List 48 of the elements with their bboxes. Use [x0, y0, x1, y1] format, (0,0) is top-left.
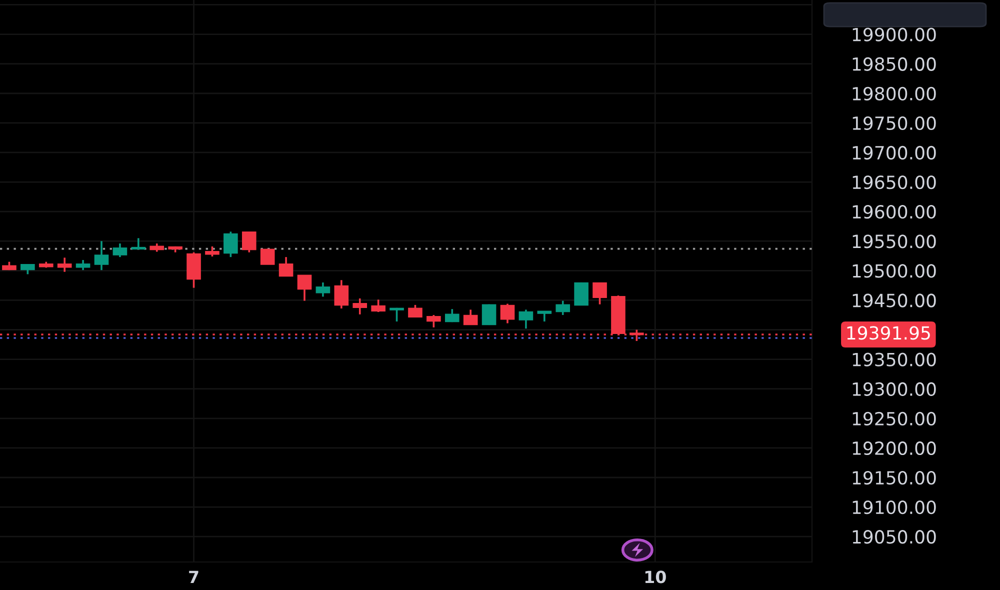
candlestick: [390, 306, 404, 322]
candlestick: [57, 256, 72, 273]
candlestick: [574, 282, 588, 306]
candlestick: [482, 303, 496, 326]
candlestick: [297, 274, 312, 302]
y-tick-label: 19500.00: [852, 264, 936, 278]
y-tick-label: 19650.00: [852, 175, 936, 190]
y-tick-label: 19850.00: [852, 57, 936, 71]
x-tick-label: 7: [189, 570, 198, 583]
y-tick-label: 19350.00: [852, 352, 936, 366]
candlestick: [205, 246, 220, 258]
candlestick: [131, 237, 146, 250]
candlestick: [94, 240, 109, 271]
x-tick-label: 10: [645, 570, 666, 584]
y-tick-label: 19800.00: [852, 86, 936, 100]
candlestick: [334, 279, 349, 310]
y-tick-label: 19700.00: [852, 146, 936, 160]
candlestick: [592, 282, 607, 306]
y-tick-label: 19200.00: [852, 441, 936, 456]
candlestick: [463, 308, 478, 326]
candlestick: [426, 314, 441, 328]
candlestick: [408, 304, 422, 318]
ref-line-label: 19391.95: [847, 326, 930, 340]
candlestick: [316, 282, 330, 298]
y-tick-label: 19300.00: [852, 382, 936, 396]
candlestick: [537, 310, 552, 322]
candlestick: [242, 230, 256, 254]
y-tick-label: 19100.00: [852, 500, 936, 514]
candlestick: [556, 300, 570, 316]
y-tick-label: 19050.00: [852, 530, 936, 544]
y-tick-label: 19250.00: [852, 412, 936, 426]
candlestick: [518, 308, 534, 330]
candlestick: [260, 248, 275, 266]
y-tick-label: 19550.00: [852, 234, 936, 248]
candlestick: [371, 298, 386, 313]
candlestick: [112, 242, 128, 258]
candlestick: [444, 308, 460, 323]
y-tick-label: 19900.00: [852, 28, 936, 42]
candlestick: [278, 256, 294, 277]
y-tick-label: 19150.00: [852, 470, 936, 485]
candlestick: [76, 259, 90, 271]
y-tick-label: 19450.00: [852, 294, 936, 308]
y-tick-label: 19600.00: [852, 205, 936, 219]
y-tick-label: 19750.00: [852, 116, 936, 130]
candlestick: [500, 302, 515, 324]
candlestick: [224, 230, 238, 258]
candlestick: [352, 298, 368, 316]
candlestick: [20, 264, 35, 276]
